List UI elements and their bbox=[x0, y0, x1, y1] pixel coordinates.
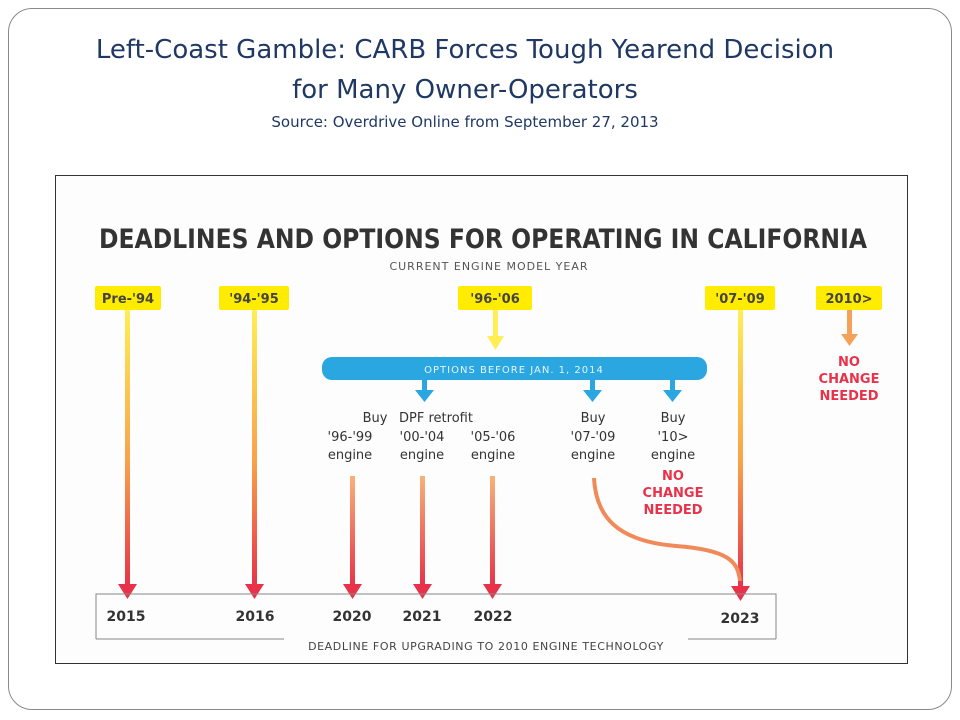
arrow-07-09-to-2023 bbox=[731, 310, 750, 601]
deadline-2021: 2021 bbox=[403, 609, 442, 625]
california-deadlines-figure: DEADLINES AND OPTIONS FOR OPERATING IN C… bbox=[55, 175, 908, 664]
svg-text:NO: NO bbox=[662, 469, 684, 484]
option-07-09-engine: engine bbox=[571, 448, 615, 463]
arrow-buy-07-09-to-2023 bbox=[592, 477, 742, 582]
option-10-engine: engine bbox=[651, 448, 695, 463]
deadline-2016: 2016 bbox=[236, 609, 275, 625]
no-change-needed-2010-plus: NO CHANGE NEEDED bbox=[819, 355, 880, 404]
deadline-footer: DEADLINE FOR UPGRADING TO 2010 ENGINE TE… bbox=[308, 640, 664, 653]
slide-title-line-2: for Many Owner-Operators bbox=[292, 75, 638, 105]
slide-title: Left-Coast Gamble: CARB Forces Tough Yea… bbox=[0, 30, 930, 110]
no-change-needed-buy-10: NO CHANGE NEEDED bbox=[643, 469, 704, 518]
arrow-96-06-to-options bbox=[487, 310, 504, 350]
arrow-banner-to-buy-07-09 bbox=[583, 380, 602, 402]
svg-text:'07-'09: '07-'09 bbox=[715, 292, 765, 307]
timeline-diagram: DEADLINES AND OPTIONS FOR OPERATING IN C… bbox=[95, 224, 882, 653]
option-00-04-engine: engine bbox=[400, 448, 444, 463]
arrow-05-06-to-2022 bbox=[483, 476, 502, 599]
option-05-06-years: '05-'06 bbox=[471, 430, 516, 445]
option-00-04-years: '00-'04 bbox=[400, 430, 445, 445]
source-citation: Source: Overdrive Online from September … bbox=[271, 113, 659, 131]
svg-text:NO: NO bbox=[838, 355, 860, 370]
option-96-99-engine: engine bbox=[328, 448, 372, 463]
model-year-tag-96-06: '96-'06 bbox=[458, 286, 532, 310]
option-05-06-engine: engine bbox=[471, 448, 515, 463]
model-year-tag-pre94: Pre-'94 bbox=[95, 286, 161, 310]
svg-text:NEEDED: NEEDED bbox=[819, 389, 878, 404]
svg-text:OPTIONS BEFORE JAN. 1, 2014: OPTIONS BEFORE JAN. 1, 2014 bbox=[424, 365, 604, 376]
svg-text:'94-'95: '94-'95 bbox=[229, 292, 279, 307]
model-year-tag-2010-plus: 2010> bbox=[816, 286, 882, 310]
svg-text:2010>: 2010> bbox=[825, 292, 872, 307]
deadline-bracket bbox=[95, 593, 777, 640]
deadline-2015: 2015 bbox=[107, 609, 146, 625]
options-banner: OPTIONS BEFORE JAN. 1, 2014 bbox=[322, 357, 707, 380]
deadline-2023: 2023 bbox=[721, 611, 760, 627]
deadline-2022: 2022 bbox=[474, 609, 513, 625]
arrow-banner-to-buy-10 bbox=[663, 380, 682, 402]
slide-title-line-1: Left-Coast Gamble: CARB Forces Tough Yea… bbox=[95, 35, 835, 65]
deadline-2020: 2020 bbox=[333, 609, 372, 625]
svg-text:Pre-'94: Pre-'94 bbox=[102, 292, 154, 307]
arrow-banner-to-dpf bbox=[415, 380, 434, 402]
arrow-94-95-to-2016 bbox=[245, 310, 264, 599]
model-year-tag-07-09: '07-'09 bbox=[705, 286, 775, 310]
dpf-retrofit-label: DPF retrofit bbox=[399, 411, 473, 426]
arrow-pre94-to-2015 bbox=[118, 310, 137, 599]
option-buy-07-09-label: Buy bbox=[581, 411, 606, 426]
figure-heading: DEADLINES AND OPTIONS FOR OPERATING IN C… bbox=[99, 224, 867, 255]
arrow-00-04-to-2021 bbox=[413, 476, 432, 599]
svg-text:CHANGE: CHANGE bbox=[643, 486, 704, 501]
svg-text:CHANGE: CHANGE bbox=[819, 372, 880, 387]
arrow-96-99-to-2020 bbox=[343, 476, 362, 599]
model-year-tag-94-95: '94-'95 bbox=[219, 286, 289, 310]
figure-subheading: CURRENT ENGINE MODEL YEAR bbox=[389, 260, 588, 273]
option-10-years: '10> bbox=[657, 430, 688, 445]
arrow-2010-plus bbox=[841, 310, 858, 346]
svg-text:NEEDED: NEEDED bbox=[643, 503, 702, 518]
svg-text:'96-'06: '96-'06 bbox=[470, 292, 520, 307]
dpf-buy-label: Buy bbox=[363, 411, 388, 426]
option-96-99-years: '96-'99 bbox=[328, 430, 373, 445]
option-07-09-years: '07-'09 bbox=[571, 430, 616, 445]
option-buy-10-label: Buy bbox=[661, 411, 686, 426]
